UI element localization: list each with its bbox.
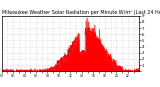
Text: Milwaukee Weather Solar Radiation per Minute W/m² (Last 24 Hours): Milwaukee Weather Solar Radiation per Mi… xyxy=(2,10,160,15)
